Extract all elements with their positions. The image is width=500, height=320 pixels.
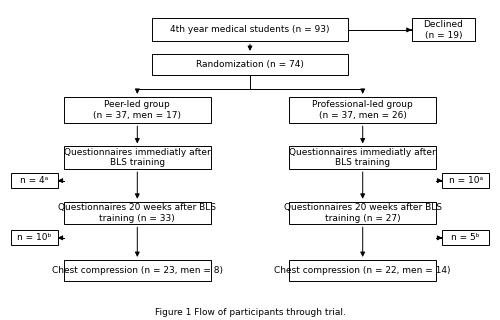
FancyBboxPatch shape (64, 260, 211, 281)
FancyBboxPatch shape (442, 173, 489, 188)
Text: Declined
(n = 19): Declined (n = 19) (424, 20, 464, 40)
FancyBboxPatch shape (289, 97, 436, 124)
Text: Chest compression (n = 23, men = 8): Chest compression (n = 23, men = 8) (52, 266, 223, 275)
Text: n = 10ᵇ: n = 10ᵇ (17, 233, 51, 242)
FancyBboxPatch shape (64, 97, 211, 124)
FancyBboxPatch shape (11, 173, 58, 188)
FancyBboxPatch shape (152, 54, 348, 75)
FancyBboxPatch shape (11, 230, 58, 245)
Text: Figure 1 Flow of participants through trial.: Figure 1 Flow of participants through tr… (154, 308, 346, 317)
Text: Questionnaires immediatly after
BLS training: Questionnaires immediatly after BLS trai… (64, 148, 210, 167)
Text: n = 10ᵃ: n = 10ᵃ (448, 176, 482, 185)
FancyBboxPatch shape (152, 19, 348, 41)
Text: n = 4ᵃ: n = 4ᵃ (20, 176, 48, 185)
Text: n = 5ᵇ: n = 5ᵇ (452, 233, 480, 242)
Text: Professional-led group
(n = 37, men = 26): Professional-led group (n = 37, men = 26… (312, 100, 413, 120)
Text: Questionnaires 20 weeks after BLS
training (n = 27): Questionnaires 20 weeks after BLS traini… (284, 203, 442, 223)
FancyBboxPatch shape (442, 230, 489, 245)
FancyBboxPatch shape (289, 202, 436, 225)
Text: Chest compression (n = 22, men = 14): Chest compression (n = 22, men = 14) (274, 266, 451, 275)
FancyBboxPatch shape (289, 146, 436, 169)
Text: Randomization (n = 74): Randomization (n = 74) (196, 60, 304, 69)
FancyBboxPatch shape (289, 260, 436, 281)
FancyBboxPatch shape (412, 19, 476, 41)
Text: Peer-led group
(n = 37, men = 17): Peer-led group (n = 37, men = 17) (94, 100, 182, 120)
FancyBboxPatch shape (64, 146, 211, 169)
Text: Questionnaires 20 weeks after BLS
training (n = 33): Questionnaires 20 weeks after BLS traini… (58, 203, 216, 223)
FancyBboxPatch shape (64, 202, 211, 225)
Text: 4th year medical students (n = 93): 4th year medical students (n = 93) (170, 25, 330, 35)
Text: Questionnaires immediatly after
BLS training: Questionnaires immediatly after BLS trai… (290, 148, 436, 167)
